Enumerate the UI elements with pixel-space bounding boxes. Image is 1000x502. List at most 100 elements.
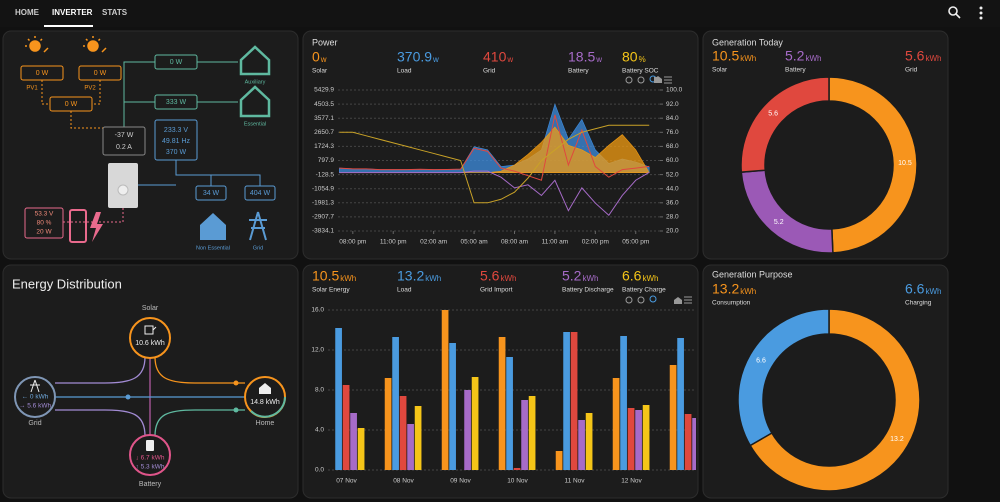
nav-tab[interactable]: INVERTER: [52, 8, 93, 17]
bar: [449, 343, 456, 470]
stat-label: Load: [397, 287, 412, 294]
y-tick-label: -1981.3: [312, 200, 334, 207]
stat-value: 80: [622, 49, 638, 65]
stat-unit: kWh: [740, 287, 756, 296]
series-line: [339, 170, 650, 217]
grid-label: Grid: [28, 420, 41, 427]
card-inverter: [2, 30, 299, 260]
y-tick-label: 4503.5: [314, 101, 334, 108]
y2-tick-label: 100.0: [666, 87, 683, 94]
search-glass: [948, 6, 958, 16]
grid-icon: [30, 379, 40, 393]
sun-icon: [87, 40, 99, 52]
stat-value: 6.6: [905, 281, 925, 297]
sun-rays: [83, 36, 107, 53]
y-tick-label: 16.0: [311, 307, 324, 314]
bar: [627, 408, 635, 470]
nav-tab[interactable]: HOME: [15, 8, 40, 17]
zoom-select-icon[interactable]: [649, 295, 657, 303]
flow-dot: [125, 394, 131, 400]
stat-value: 5.2: [785, 48, 805, 64]
y2-tick-label: 28.0: [666, 214, 679, 221]
bar: [414, 406, 422, 470]
flow-dot: [233, 380, 239, 386]
bar: [350, 413, 357, 470]
y2-tick-label: 76.0: [666, 129, 679, 136]
y-tick-label: 0.0: [315, 467, 324, 474]
sun-rays: [25, 36, 49, 53]
stat-unit: kWh: [425, 274, 441, 283]
reset-icon[interactable]: [654, 76, 662, 83]
zoom-out-icon[interactable]: [637, 296, 645, 304]
y2-tick-label: 60.0: [666, 157, 679, 164]
nav-tab[interactable]: STATS: [102, 8, 128, 17]
sun-icon: [29, 40, 41, 52]
pv2-label: PV2: [84, 86, 96, 92]
load-wire: [123, 61, 238, 127]
stat-value: 18.5: [568, 49, 595, 65]
bar: [669, 365, 677, 470]
search-icon[interactable]: [948, 6, 961, 19]
grid-box: [244, 185, 276, 201]
x-tick-label: 02:00 am: [420, 239, 447, 246]
stat-unit: kWh: [925, 54, 941, 63]
home-icon: [259, 383, 271, 394]
bar: [642, 405, 650, 470]
donut-label: 6.6: [756, 358, 766, 365]
x-tick-label: 08:00 am: [501, 239, 528, 246]
grid-circle: [14, 376, 56, 418]
reset-icon[interactable]: [674, 297, 682, 304]
stat-value: 13.2: [712, 281, 739, 297]
charge-bolt-icon: [90, 212, 103, 242]
zoom-out-icon[interactable]: [637, 76, 645, 84]
bar: [563, 332, 570, 470]
y-tick-label: 1724.3: [314, 143, 334, 150]
bar: [441, 310, 449, 470]
stat-unit: kWh: [500, 274, 516, 283]
pv1-box: [20, 65, 64, 81]
inverter-current: 0.2 A: [116, 144, 132, 151]
zoom-in-icon[interactable]: [625, 76, 633, 84]
bar: [528, 396, 536, 470]
stat-label: Consumption: [712, 300, 751, 307]
stat-label: Solar: [712, 67, 728, 74]
y2-tick-label: 20.0: [666, 228, 679, 235]
y2-tick-label: 92.0: [666, 101, 679, 108]
stat-label: Battery: [568, 68, 589, 75]
pv1-label: PV1: [26, 86, 38, 92]
x-tick-label: 02:00 pm: [582, 239, 609, 246]
donut-label: 5.2: [774, 219, 784, 226]
bar: [513, 468, 521, 470]
zoom-in-icon[interactable]: [625, 296, 633, 304]
stat-label: Solar: [312, 68, 328, 75]
y-tick-label: 8.0: [315, 387, 324, 394]
stat-label: Grid: [483, 68, 496, 75]
x-tick-label: 05:00 pm: [622, 239, 649, 246]
bar: [635, 410, 642, 470]
bar: [335, 328, 342, 470]
stat-unit: kWh: [925, 287, 941, 296]
stat-value: 13.2: [397, 268, 424, 284]
menu-dot: [979, 11, 983, 15]
menu-dot: [979, 16, 983, 20]
essential-box: [154, 94, 198, 110]
bar: [585, 413, 593, 470]
auxiliary-box: [154, 54, 198, 70]
grid-battery-line: [55, 409, 146, 437]
stat-unit: %: [639, 55, 646, 64]
pv2-power: 0 W: [94, 70, 107, 77]
battery-small-icon: [146, 440, 154, 451]
y-tick-label: -128.5: [316, 171, 335, 178]
inverter-device-dial: [117, 184, 129, 196]
grid-label: Grid: [253, 245, 263, 251]
bar: [692, 418, 696, 470]
grid-export: → 5.6 kWh: [19, 403, 52, 410]
chart-menu-icon[interactable]: [684, 296, 692, 304]
battery-voltage: 53.3 V: [35, 211, 54, 218]
pv-total-box: [49, 96, 93, 112]
stat-label: Load: [397, 68, 412, 75]
chart-menu-icon[interactable]: [664, 76, 672, 84]
menu-icon[interactable]: [979, 6, 983, 20]
bar: [342, 385, 350, 470]
